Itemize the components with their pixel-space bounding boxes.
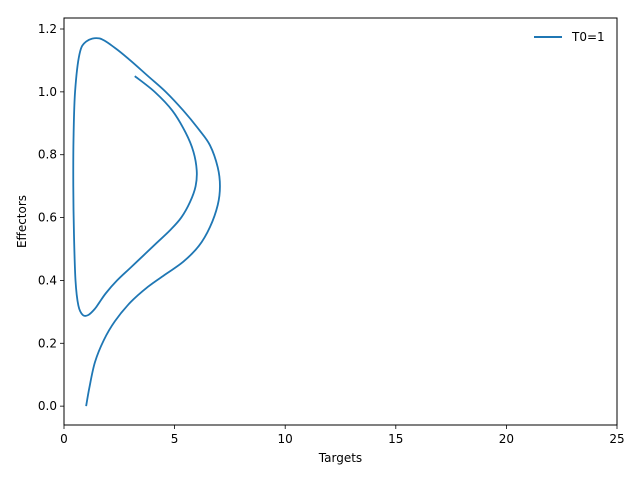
y-tick-label: 0.4 [38, 273, 57, 287]
x-tick-label: 25 [609, 432, 624, 446]
x-axis-label: Targets [318, 451, 362, 465]
plot-frame [63, 17, 618, 426]
series-layer [72, 37, 221, 407]
series-line [72, 37, 221, 407]
legend-entry-label: T0=1 [571, 30, 605, 44]
y-tick-label: 1.2 [38, 22, 57, 36]
x-axis-ticks: 0 5 10 15 20 25 [60, 425, 625, 446]
y-tick-label: 0.2 [38, 336, 57, 350]
plot-area-background [64, 18, 617, 425]
y-axis-ticks: 0.0 0.2 0.4 0.6 0.8 1.0 1.2 [38, 22, 64, 413]
y-axis-label: Effectors [15, 195, 29, 248]
y-tick-label: 0.6 [38, 211, 57, 225]
x-tick-label: 10 [278, 432, 293, 446]
y-tick-label: 1.0 [38, 85, 57, 99]
y-tick-label: 0.8 [38, 148, 57, 162]
x-tick-label: 0 [60, 432, 68, 446]
x-tick-label: 20 [499, 432, 514, 446]
y-tick-label: 0.0 [38, 399, 57, 413]
x-tick-label: 5 [171, 432, 179, 446]
x-tick-label: 15 [388, 432, 403, 446]
legend: T0=1 [534, 30, 605, 44]
